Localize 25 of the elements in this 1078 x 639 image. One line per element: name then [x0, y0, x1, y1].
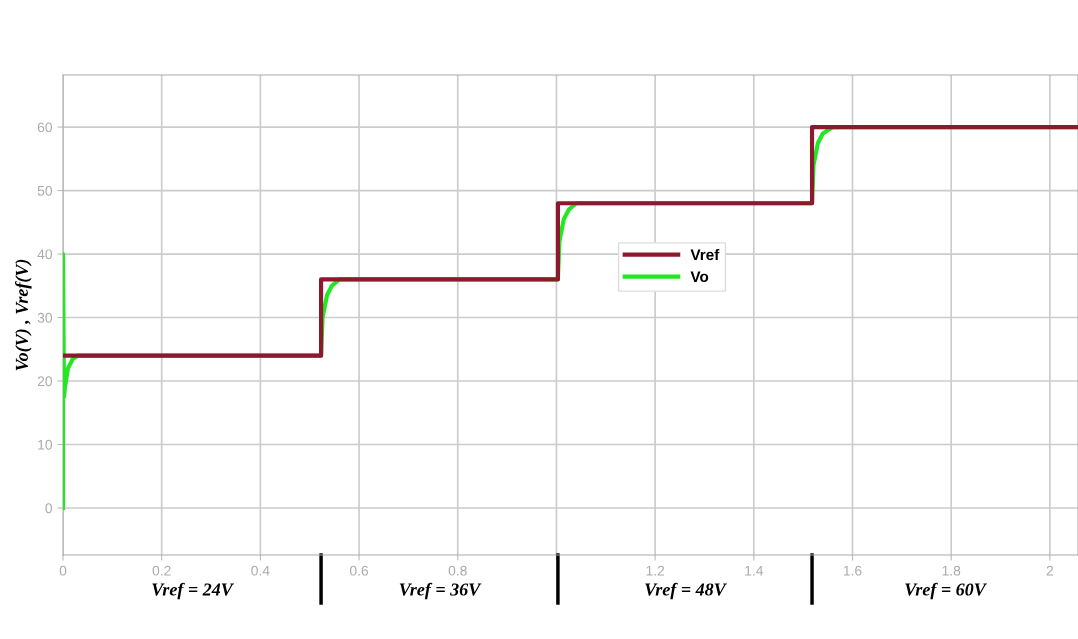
- x-tick-label: 1.4: [745, 565, 764, 576]
- legend-label: Vref: [690, 248, 720, 261]
- y-axis-title: Vo(V) , Vref(V): [15, 259, 32, 371]
- y-tick-label: 50: [37, 185, 53, 196]
- x-tick-label: 0: [59, 565, 67, 576]
- text: Vref = 24V: [152, 582, 235, 600]
- x-tick-label: 2: [1046, 565, 1054, 576]
- y-tick-label: 20: [37, 376, 53, 387]
- legend-label: Vo: [690, 271, 709, 283]
- y-tick-label: 30: [37, 312, 53, 323]
- line-series: [63, 124, 1078, 358]
- x-tick-label: 0.6: [349, 565, 369, 576]
- x-tick-label: 0.4: [251, 565, 270, 576]
- y-tick-label: 0: [45, 503, 53, 514]
- x-tick-label: 0.8: [448, 565, 467, 576]
- text: Vref = 36V: [399, 582, 482, 600]
- x-tick-label: 1.8: [942, 565, 961, 576]
- x-tick-label: 0.2: [152, 565, 171, 576]
- y-tick-label: 40: [37, 249, 53, 260]
- x-tick-label: 1.2: [646, 565, 665, 576]
- x-tick-label: 1.6: [843, 565, 862, 576]
- text: Vref = 48V: [645, 582, 727, 600]
- text: Vref = 60V: [905, 582, 987, 600]
- y-tick-label: 10: [38, 439, 53, 450]
- y-tick-label: 60: [37, 122, 53, 133]
